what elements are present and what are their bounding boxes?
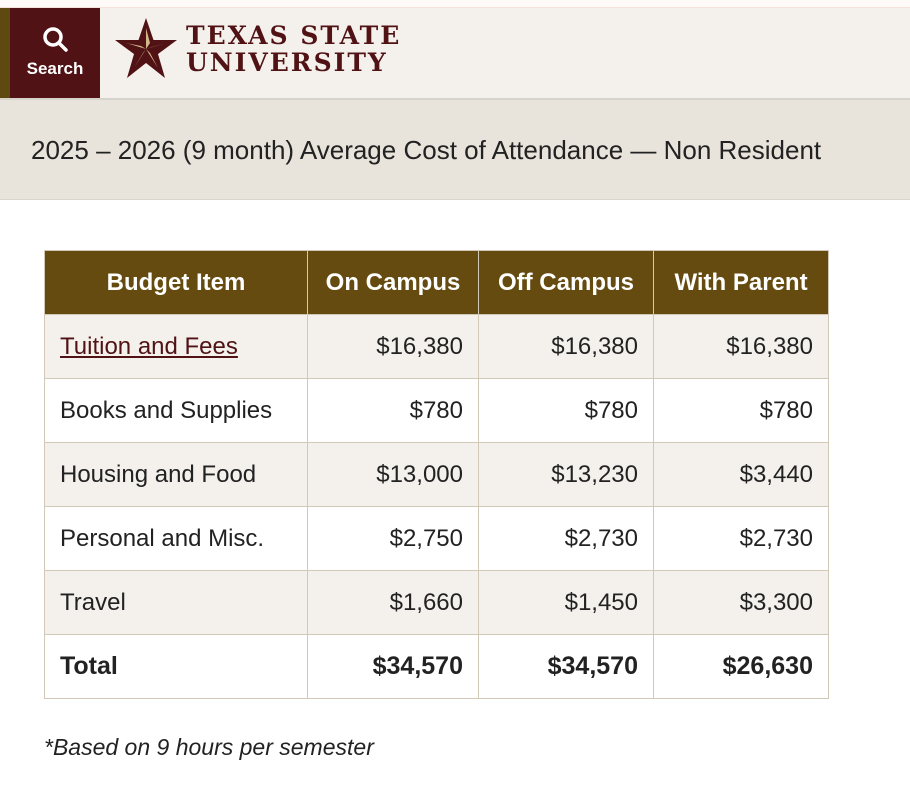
value-cell: $780 — [307, 378, 479, 443]
table-header-row: Budget Item On Campus Off Campus With Pa… — [44, 250, 829, 315]
value-cell: $3,300 — [653, 570, 829, 635]
search-button[interactable]: Search — [10, 8, 100, 98]
item-cell: Books and Supplies — [44, 378, 308, 443]
item-cell: Tuition and Fees — [44, 314, 308, 379]
search-label: Search — [26, 59, 84, 78]
table-row: Travel $1,660 $1,450 $3,300 — [44, 570, 829, 635]
value-cell: $34,570 — [478, 634, 654, 699]
column-header: On Campus — [307, 250, 479, 315]
table-row: Tuition and Fees $16,380 $16,380 $16,380 — [44, 314, 829, 379]
value-cell: $2,730 — [653, 506, 829, 571]
value-cell: $16,380 — [478, 314, 654, 379]
value-cell: $2,730 — [478, 506, 654, 571]
item-cell: Personal and Misc. — [44, 506, 308, 571]
title-band: 2025 – 2026 (9 month) Average Cost of At… — [0, 100, 910, 200]
logo-line-1: TEXAS STATE — [186, 21, 402, 50]
value-cell: $780 — [653, 378, 829, 443]
value-cell: $16,380 — [307, 314, 479, 379]
value-cell: $16,380 — [653, 314, 829, 379]
top-strip — [0, 0, 910, 8]
table-row: Housing and Food $13,000 $13,230 $3,440 — [44, 442, 829, 507]
search-icon — [43, 27, 68, 52]
column-header: With Parent — [653, 250, 829, 315]
value-cell: $780 — [478, 378, 654, 443]
value-cell: $2,750 — [307, 506, 479, 571]
item-cell: Travel — [44, 570, 308, 635]
value-cell: $1,450 — [478, 570, 654, 635]
footnote: *Based on 9 hours per semester — [44, 734, 374, 760]
cost-table: Budget Item On Campus Off Campus With Pa… — [44, 250, 829, 699]
tuition-link[interactable]: Tuition and Fees — [60, 332, 238, 360]
item-cell: Total — [44, 634, 308, 699]
star-icon — [115, 18, 177, 78]
column-header: Budget Item — [44, 250, 308, 315]
value-cell: $1,660 — [307, 570, 479, 635]
site-header: Search TEXAS STATE UNIVERSITY — [0, 8, 910, 100]
value-cell: $13,230 — [478, 442, 654, 507]
table-row: Personal and Misc. $2,750 $2,730 $2,730 — [44, 506, 829, 571]
value-cell: $26,630 — [653, 634, 829, 699]
logo-line-2: UNIVERSITY — [186, 48, 388, 77]
page-title: 2025 – 2026 (9 month) Average Cost of At… — [31, 135, 822, 165]
table-row: Books and Supplies $780 $780 $780 — [44, 378, 829, 443]
total-row: Total $34,570 $34,570 $26,630 — [44, 634, 829, 699]
item-cell: Housing and Food — [44, 442, 308, 507]
university-logo[interactable]: TEXAS STATE UNIVERSITY — [114, 18, 401, 80]
value-cell: $34,570 — [307, 634, 479, 699]
value-cell: $3,440 — [653, 442, 829, 507]
column-header: Off Campus — [478, 250, 654, 315]
gold-accent-bar — [0, 8, 10, 98]
value-cell: $13,000 — [307, 442, 479, 507]
